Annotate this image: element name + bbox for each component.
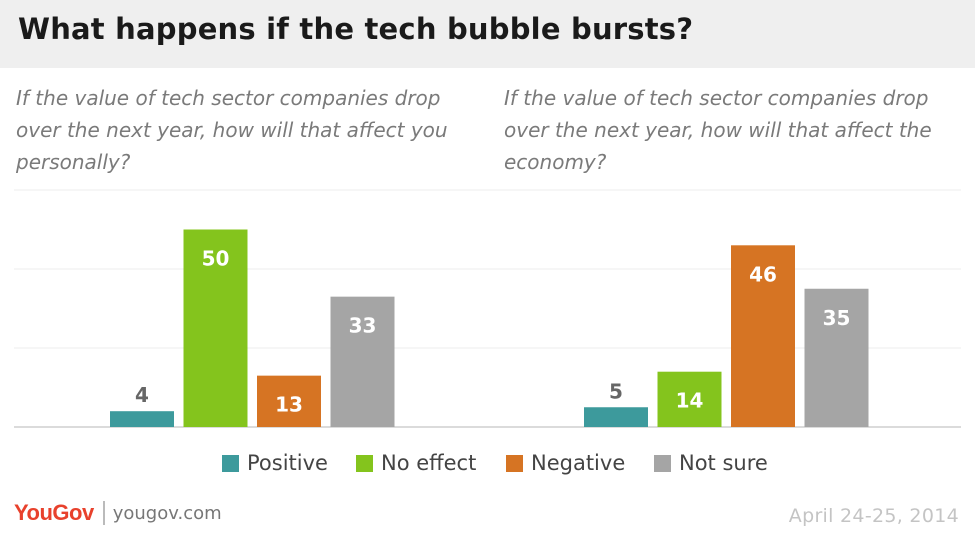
bar-economy-no-effect — [657, 371, 722, 427]
logo-divider — [102, 501, 105, 525]
data-label: 4 — [135, 383, 149, 407]
chart-legend: Positive No effect Negative Not sure — [0, 448, 975, 478]
legend-item-no-effect: No effect — [356, 448, 476, 478]
bar-personal-negative — [257, 375, 321, 427]
bar-economy-positive — [584, 407, 648, 427]
data-label: 35 — [823, 306, 851, 330]
bar-economy-not-sure — [804, 288, 869, 427]
data-label: 50 — [202, 247, 230, 271]
bar-chart: 4 50 13 33 5 14 46 35 — [14, 189, 961, 428]
data-label: 13 — [275, 393, 303, 417]
legend-item-negative: Negative — [506, 448, 625, 478]
legend-item-positive: Positive — [222, 448, 328, 478]
page-title: What happens if the tech bubble bursts? — [18, 12, 694, 46]
yougov-logo: YouGov — [14, 500, 94, 525]
bar-personal-not-sure — [330, 296, 395, 427]
legend-label-not-sure: Not sure — [679, 451, 768, 475]
brand: YouGov yougov.com — [14, 498, 222, 528]
question-right: If the value of tech sector companies dr… — [504, 86, 932, 174]
bar-personal-no-effect — [183, 229, 248, 427]
survey-date: April 24-25, 2014 — [788, 505, 959, 527]
bar-economy-negative — [731, 245, 795, 427]
data-label: 33 — [349, 314, 377, 338]
data-label: 14 — [676, 389, 704, 413]
legend-label-negative: Negative — [531, 451, 626, 475]
site-link[interactable]: yougov.com — [112, 502, 222, 524]
legend-label-positive: Positive — [247, 451, 328, 475]
legend-swatch-negative — [506, 454, 523, 472]
legend-item-not-sure: Not sure — [654, 448, 768, 478]
data-label: 46 — [749, 262, 777, 286]
legend-swatch-no-effect — [356, 454, 373, 472]
bar-personal-positive — [110, 411, 174, 427]
legend-label-no-effect: No effect — [381, 451, 477, 475]
legend-swatch-not-sure — [654, 454, 671, 472]
question-left: If the value of tech sector companies dr… — [16, 86, 448, 174]
legend-swatch-positive — [222, 454, 239, 472]
data-label: 5 — [609, 379, 623, 403]
header-bar: What happens if the tech bubble bursts? — [0, 0, 975, 68]
